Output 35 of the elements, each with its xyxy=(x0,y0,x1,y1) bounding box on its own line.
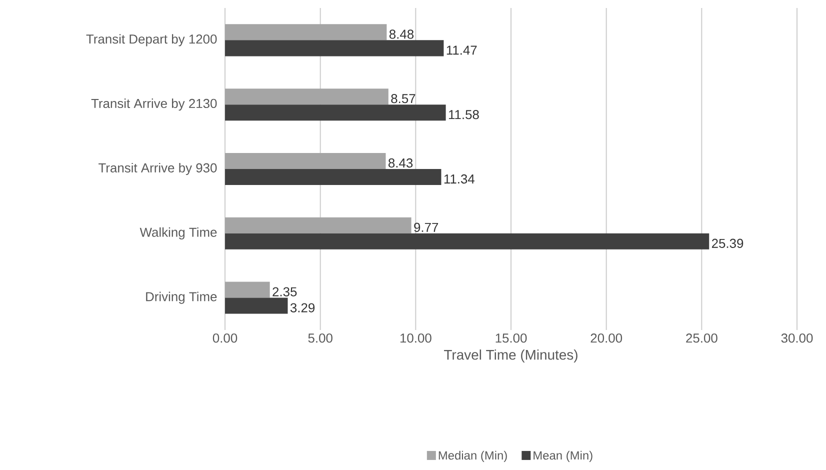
x-tick-label: 30.00 xyxy=(781,334,813,343)
data-label: 25.39 xyxy=(712,238,744,248)
data-label: 9.77 xyxy=(414,222,438,232)
data-label: 11.34 xyxy=(444,174,474,184)
legend-label: Median (Min) xyxy=(438,450,507,462)
y-tick-label: Transit Arrive by 2130 xyxy=(91,98,217,111)
data-label: 11.58 xyxy=(448,110,479,120)
bar xyxy=(225,152,386,169)
y-tick-label: Transit Arrive by 930 xyxy=(98,162,217,176)
bar xyxy=(225,24,387,40)
x-tick-label: 10.00 xyxy=(400,334,432,343)
data-label: 2.35 xyxy=(272,287,297,296)
bar xyxy=(225,168,442,185)
bar xyxy=(225,217,412,234)
legend-label: Mean (Min) xyxy=(534,450,592,462)
bar xyxy=(225,40,444,56)
data-label: 3.29 xyxy=(290,303,315,312)
bar xyxy=(225,88,388,105)
y-tick-label: Walking Time xyxy=(140,227,217,240)
bar xyxy=(225,298,288,314)
bar xyxy=(225,282,270,298)
data-label: 8.48 xyxy=(389,30,414,39)
x-tick-label: 20.00 xyxy=(590,334,622,343)
bar xyxy=(225,104,446,121)
y-tick-label: Transit Depart by 1200 xyxy=(86,34,217,46)
data-label: 8.57 xyxy=(391,94,416,104)
x-tick-label: 15.00 xyxy=(496,334,527,343)
x-axis-title: Travel Time (Minutes) xyxy=(444,350,578,363)
data-label: 11.47 xyxy=(446,46,477,55)
x-tick-label: 0.00 xyxy=(212,334,238,343)
bar xyxy=(225,233,710,250)
data-label: 8.43 xyxy=(388,158,413,168)
x-tick-label: 25.00 xyxy=(686,334,718,343)
y-tick-label: Driving Time xyxy=(146,292,217,304)
x-tick-label: 5.00 xyxy=(308,334,332,343)
